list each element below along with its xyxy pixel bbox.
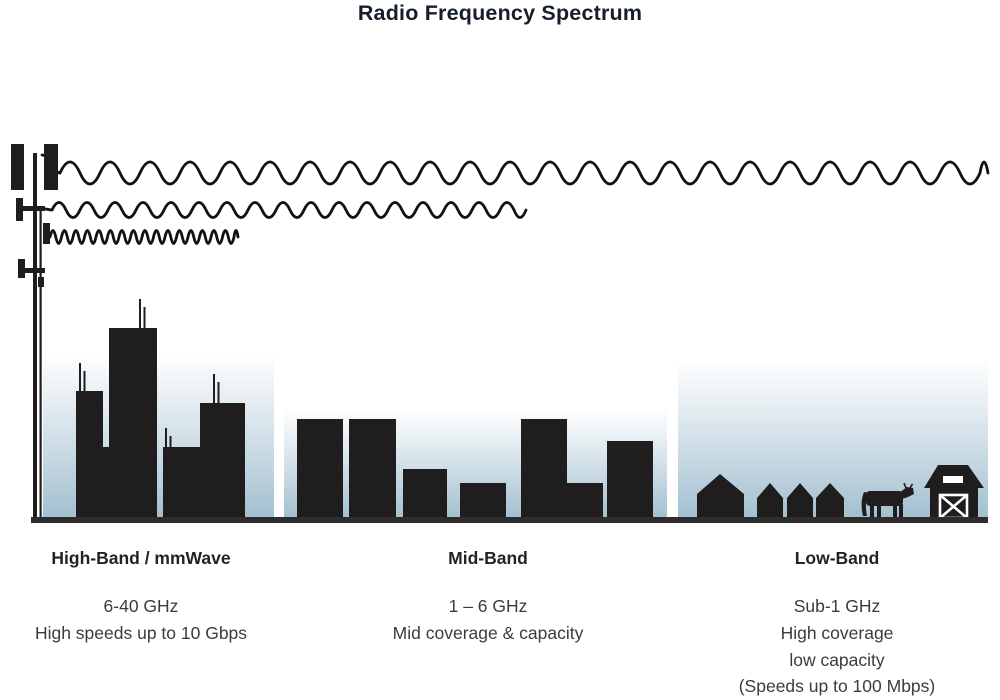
barn-icon (924, 465, 984, 520)
midband-coverage: Mid coverage & capacity (392, 622, 584, 643)
cell-tower-icon (11, 144, 58, 521)
short-wave-icon (48, 229, 240, 245)
midband-details: 1 – 6 GHz Mid coverage & capacity (338, 593, 638, 647)
highband-title: High-Band / mmWave (51, 548, 231, 568)
long-wave-icon (40, 153, 990, 186)
cow-icon (861, 482, 914, 518)
rooftop-antenna-icons (79, 299, 220, 448)
lowband-speed: (Speeds up to 100 Mbps) (738, 676, 936, 697)
rural-scene (697, 465, 984, 520)
town-skyline-icon (297, 419, 653, 519)
lowband-frequency: Sub-1 GHz (793, 596, 881, 616)
midband-frequency: 1 – 6 GHz (448, 596, 528, 616)
highband-label-block: High-Band / mmWave 6-40 GHz High speeds … (0, 548, 282, 647)
house-icon (697, 474, 744, 518)
house-icon (787, 483, 813, 518)
house-icon (757, 483, 783, 518)
lowband-capacity: low capacity (789, 649, 885, 670)
highband-details: 6-40 GHz High speeds up to 10 Gbps (0, 593, 282, 647)
ground-line (31, 517, 988, 523)
lowband-label-block: Low-Band Sub-1 GHz High coverage low cap… (677, 548, 997, 700)
house-icon (816, 483, 844, 518)
midband-title: Mid-Band (448, 548, 528, 568)
city-skyline-icon (76, 299, 245, 518)
lowband-details: Sub-1 GHz High coverage low capacity (Sp… (677, 593, 997, 700)
medium-wave-icon (43, 201, 528, 219)
midband-label-block: Mid-Band 1 – 6 GHz Mid coverage & capaci… (338, 548, 638, 647)
lowband-title: Low-Band (794, 548, 880, 568)
highband-frequency: 6-40 GHz (103, 596, 179, 616)
lowband-coverage: High coverage (780, 622, 894, 643)
highband-speed: High speeds up to 10 Gbps (34, 622, 248, 643)
page-title: Radio Frequency Spectrum (357, 1, 643, 25)
